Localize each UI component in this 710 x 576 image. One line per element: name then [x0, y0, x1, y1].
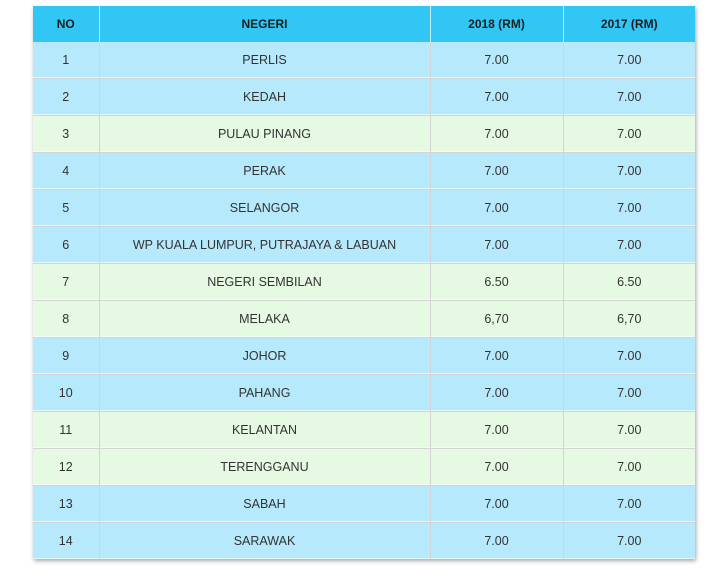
table-row: 5 SELANGOR 7.00 7.00 — [33, 189, 695, 227]
cell-negeri: SABAH — [99, 485, 431, 523]
cell-2018: 7.00 — [430, 226, 564, 264]
cell-2018: 7.00 — [430, 152, 564, 190]
cell-negeri: PERAK — [99, 152, 431, 190]
cell-2018: 7.00 — [430, 374, 564, 412]
cell-2017: 7.00 — [563, 485, 695, 523]
cell-no: 4 — [33, 152, 100, 190]
table-row: 6 WP KUALA LUMPUR, PUTRAJAYA & LABUAN 7.00… — [33, 226, 695, 264]
cell-2017: 7.00 — [563, 337, 695, 375]
table-row: 12 TERENGGANU 7.00 7.00 — [33, 448, 695, 486]
cell-2017: 7.00 — [563, 189, 695, 227]
cell-2018: 7.00 — [430, 411, 564, 449]
cell-2018: 7.00 — [430, 78, 564, 116]
cell-no: 13 — [33, 485, 100, 523]
cell-no: 1 — [33, 42, 100, 79]
cell-2018: 6,70 — [430, 300, 564, 338]
cell-no: 12 — [33, 448, 100, 486]
cell-no: 5 — [33, 189, 100, 227]
column-header-negeri: NEGERI — [99, 6, 431, 42]
cell-2017: 7.00 — [563, 42, 695, 79]
table-body: 1 PERLIS 7.00 7.00 2 KEDAH 7.00 7.00 3 PULAU PINA… — [33, 42, 695, 559]
table-row: 7 NEGERI SEMBILAN 6.50 6.50 — [33, 263, 695, 301]
cell-no: 8 — [33, 300, 100, 338]
column-header-2018: 2018 (RM) — [430, 6, 564, 42]
cell-no: 7 — [33, 263, 100, 301]
cell-2018: 6.50 — [430, 263, 564, 301]
cell-2017: 7.00 — [563, 448, 695, 486]
table-row: 13 SABAH 7.00 7.00 — [33, 485, 695, 523]
rates-table: NO NEGERI 2018 (RM) 2017 (RM) 1 PERLIS 7.0… — [33, 6, 695, 559]
cell-2018: 7.00 — [430, 115, 564, 153]
cell-negeri: PERLIS — [99, 42, 431, 79]
table-row: 2 KEDAH 7.00 7.00 — [33, 78, 695, 116]
cell-no: 10 — [33, 374, 100, 412]
cell-2018: 7.00 — [430, 448, 564, 486]
cell-no: 14 — [33, 522, 100, 559]
cell-no: 2 — [33, 78, 100, 116]
cell-2017: 7.00 — [563, 522, 695, 559]
column-header-no: NO — [33, 6, 100, 42]
cell-negeri: WP KUALA LUMPUR, PUTRAJAYA & LABUAN — [99, 226, 431, 264]
table-row: 8 MELAKA 6,70 6,70 — [33, 300, 695, 338]
table-row: 1 PERLIS 7.00 7.00 — [33, 42, 695, 79]
cell-negeri: PAHANG — [99, 374, 431, 412]
table-row: 14 SARAWAK 7.00 7.00 — [33, 522, 695, 559]
cell-2018: 7.00 — [430, 189, 564, 227]
table-header: NO NEGERI 2018 (RM) 2017 (RM) — [33, 6, 695, 42]
cell-2017: 6,70 — [563, 300, 695, 338]
cell-2017: 6.50 — [563, 263, 695, 301]
cell-negeri: SELANGOR — [99, 189, 431, 227]
table-row: 9 JOHOR 7.00 7.00 — [33, 337, 695, 375]
cell-2017: 7.00 — [563, 226, 695, 264]
cell-negeri: NEGERI SEMBILAN — [99, 263, 431, 301]
cell-negeri: PULAU PINANG — [99, 115, 431, 153]
cell-2018: 7.00 — [430, 42, 564, 79]
cell-no: 6 — [33, 226, 100, 264]
cell-negeri: SARAWAK — [99, 522, 431, 559]
cell-2018: 7.00 — [430, 337, 564, 375]
header-row: NO NEGERI 2018 (RM) 2017 (RM) — [33, 6, 695, 42]
column-header-2017: 2017 (RM) — [563, 6, 695, 42]
cell-2018: 7.00 — [430, 485, 564, 523]
cell-2017: 7.00 — [563, 78, 695, 116]
table-row: 10 PAHANG 7.00 7.00 — [33, 374, 695, 412]
cell-negeri: JOHOR — [99, 337, 431, 375]
cell-negeri: KELANTAN — [99, 411, 431, 449]
table-row: 11 KELANTAN 7.00 7.00 — [33, 411, 695, 449]
cell-no: 11 — [33, 411, 100, 449]
cell-negeri: KEDAH — [99, 78, 431, 116]
cell-negeri: MELAKA — [99, 300, 431, 338]
table-row: 3 PULAU PINANG 7.00 7.00 — [33, 115, 695, 153]
cell-2017: 7.00 — [563, 115, 695, 153]
cell-no: 9 — [33, 337, 100, 375]
cell-2018: 7.00 — [430, 522, 564, 559]
cell-negeri: TERENGGANU — [99, 448, 431, 486]
table-row: 4 PERAK 7.00 7.00 — [33, 152, 695, 190]
cell-2017: 7.00 — [563, 411, 695, 449]
rates-table-container: NO NEGERI 2018 (RM) 2017 (RM) 1 PERLIS 7.0… — [33, 6, 695, 559]
cell-no: 3 — [33, 115, 100, 153]
cell-2017: 7.00 — [563, 374, 695, 412]
cell-2017: 7.00 — [563, 152, 695, 190]
